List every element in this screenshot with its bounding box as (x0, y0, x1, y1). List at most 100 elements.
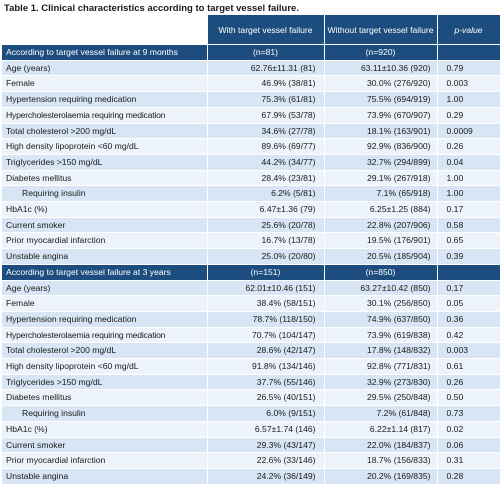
row-p-value: 0.39 (437, 248, 501, 265)
row-p-value: 0.0009 (437, 123, 501, 140)
row-with-value: 26.5% (40/151) (207, 389, 325, 407)
row-with-value: 6.47±1.36 (79) (207, 201, 325, 218)
table-row: Total cholesterol >200 mg/dL 34.6% (27/78… (2, 123, 501, 140)
row-p-value: 0.79 (437, 60, 501, 77)
row-label: Current smoker (2, 437, 208, 454)
row-with-value: 28.6% (42/147) (207, 342, 325, 360)
row-label: Total cholesterol >200 mg/dL (2, 342, 208, 360)
row-p-value: 0.17 (437, 201, 501, 218)
row-p-value: 0.42 (437, 327, 501, 344)
row-p-value: 0.003 (437, 75, 501, 93)
row-without-value: 19.5% (176/901) (324, 232, 438, 250)
header-blank-cell (2, 15, 208, 45)
row-without-value: 29.5% (250/848) (324, 389, 438, 407)
row-without-value: 92.9% (836/900) (324, 138, 438, 155)
table-row: Female 38.4% (58/151) 30.1% (256/850) 0.05 (2, 295, 501, 312)
row-label: Hypertension requiring medication (2, 91, 208, 108)
table-body: According to target vessel failure at 9 … (2, 44, 501, 485)
section-title: According to target vessel failure at 9 … (2, 44, 208, 61)
row-p-value: 0.02 (437, 421, 501, 438)
row-p-value: 0.36 (437, 311, 501, 328)
table-row: Triglycerides >150 mg/dL 44.2% (34/77) 32.… (2, 154, 501, 171)
row-without-value: 22.0% (184/837) (324, 437, 438, 454)
row-with-value: 44.2% (34/77) (207, 154, 325, 171)
section-n-without: (n=920) (324, 44, 438, 61)
table-row: Hypertension requiring medication 78.7% (… (2, 311, 501, 328)
row-p-value: 0.73 (437, 405, 501, 422)
row-label: Prior myocardial infarction (2, 452, 208, 469)
section-blank (437, 264, 501, 281)
table-row: Unstable angina 25.0% (20/80) 20.5% (185/9… (2, 248, 501, 265)
section-header-row: According to target vessel failure at 3 … (2, 264, 501, 281)
table-row: Age (years) 62.76±11.31 (81) 63.11±10.36 (… (2, 60, 501, 77)
row-p-value: 0.50 (437, 389, 501, 407)
section-title: According to target vessel failure at 3 … (2, 264, 208, 281)
table-row: Hypertension requiring medication 75.3% (… (2, 91, 501, 108)
row-with-value: 89.6% (69/77) (207, 138, 325, 155)
row-p-value: 0.28 (437, 468, 501, 485)
row-label: High density lipoprotein <60 mg/dL (2, 358, 208, 375)
row-without-value: 73.9% (670/907) (324, 107, 438, 124)
table-row: Prior myocardial infarction 22.6% (33/146… (2, 452, 501, 469)
row-with-value: 75.3% (61/81) (207, 91, 325, 108)
row-p-value: 0.58 (437, 217, 501, 234)
row-without-value: 6.25±1.25 (884) (324, 201, 438, 218)
row-with-value: 24.2% (36/149) (207, 468, 325, 485)
table-row: Requiring insulin 6.0% (9/151) 7.2% (61/84… (2, 405, 501, 422)
row-with-value: 34.6% (27/78) (207, 123, 325, 140)
row-without-value: 32.7% (294/899) (324, 154, 438, 171)
table-row: Diabetes mellitus 26.5% (40/151) 29.5% (25… (2, 389, 501, 407)
row-label: Triglycerides >150 mg/dL (2, 154, 208, 171)
row-without-value: 20.2% (169/835) (324, 468, 438, 485)
table-row: Total cholesterol >200 mg/dL 28.6% (42/14… (2, 342, 501, 360)
row-with-value: 91.8% (134/146) (207, 358, 325, 375)
row-with-value: 37.7% (55/146) (207, 374, 325, 391)
row-with-value: 29.3% (43/147) (207, 437, 325, 454)
table-row: Current smoker 25.6% (20/78) 22.8% (207/90… (2, 217, 501, 234)
row-with-value: 25.6% (20/78) (207, 217, 325, 234)
row-without-value: 92.8% (771/831) (324, 358, 438, 375)
table-row: HbA1c (%) 6.47±1.36 (79) 6.25±1.25 (884) 0.… (2, 201, 501, 218)
row-label: Female (2, 75, 208, 93)
section-n-without: (n=850) (324, 264, 438, 281)
row-p-value: 0.65 (437, 232, 501, 250)
table-row: High density lipoprotein <60 mg/dL 91.8% … (2, 358, 501, 375)
row-without-value: 18.7% (156/833) (324, 452, 438, 469)
clinical-characteristics-table: With target vessel failure Without targe… (2, 15, 501, 485)
row-with-value: 6.0% (9/151) (207, 405, 325, 422)
section-header-row: According to target vessel failure at 9 … (2, 44, 501, 61)
row-without-value: 30.1% (256/850) (324, 295, 438, 312)
row-p-value: 0.29 (437, 107, 501, 124)
row-label: Hypercholesterolaemia requiring medicati… (2, 107, 208, 124)
section-n-with: (n=151) (207, 264, 325, 281)
row-without-value: 7.2% (61/848) (324, 405, 438, 422)
row-label: Age (years) (2, 280, 208, 297)
row-p-value: 0.61 (437, 358, 501, 375)
row-without-value: 17.8% (148/832) (324, 342, 438, 360)
table-row: Current smoker 29.3% (43/147) 22.0% (184/8… (2, 437, 501, 454)
row-label: High density lipoprotein <60 mg/dL (2, 138, 208, 155)
row-p-value: 1.00 (437, 170, 501, 187)
row-label: Triglycerides >150 mg/dL (2, 374, 208, 391)
row-label: Hypercholesterolaemia requiring medicati… (2, 327, 208, 344)
row-label: Diabetes mellitus (2, 170, 208, 187)
table-row: Unstable angina 24.2% (36/149) 20.2% (169/… (2, 468, 501, 485)
table-row: Hypercholesterolaemia requiring medicati… (2, 327, 501, 344)
row-p-value: 0.05 (437, 295, 501, 312)
section-blank (437, 44, 501, 61)
row-without-value: 29.1% (267/918) (324, 170, 438, 187)
row-label: Total cholesterol >200 mg/dL (2, 123, 208, 140)
table-row: Diabetes mellitus 28.4% (23/81) 29.1% (267… (2, 170, 501, 187)
row-p-value: 1.00 (437, 185, 501, 203)
row-with-value: 25.0% (20/80) (207, 248, 325, 265)
row-label: Requiring insulin (2, 405, 208, 422)
row-label: Unstable angina (2, 248, 208, 265)
row-with-value: 46.9% (38/81) (207, 75, 325, 93)
row-without-value: 6.22±1.14 (817) (324, 421, 438, 438)
row-with-value: 28.4% (23/81) (207, 170, 325, 187)
row-label: Hypertension requiring medication (2, 311, 208, 328)
row-with-value: 67.9% (53/78) (207, 107, 325, 124)
table-row: Requiring insulin 6.2% (5/81) 7.1% (65/918… (2, 185, 501, 203)
header-p-value: p-value (437, 15, 501, 45)
row-p-value: 0.31 (437, 452, 501, 469)
